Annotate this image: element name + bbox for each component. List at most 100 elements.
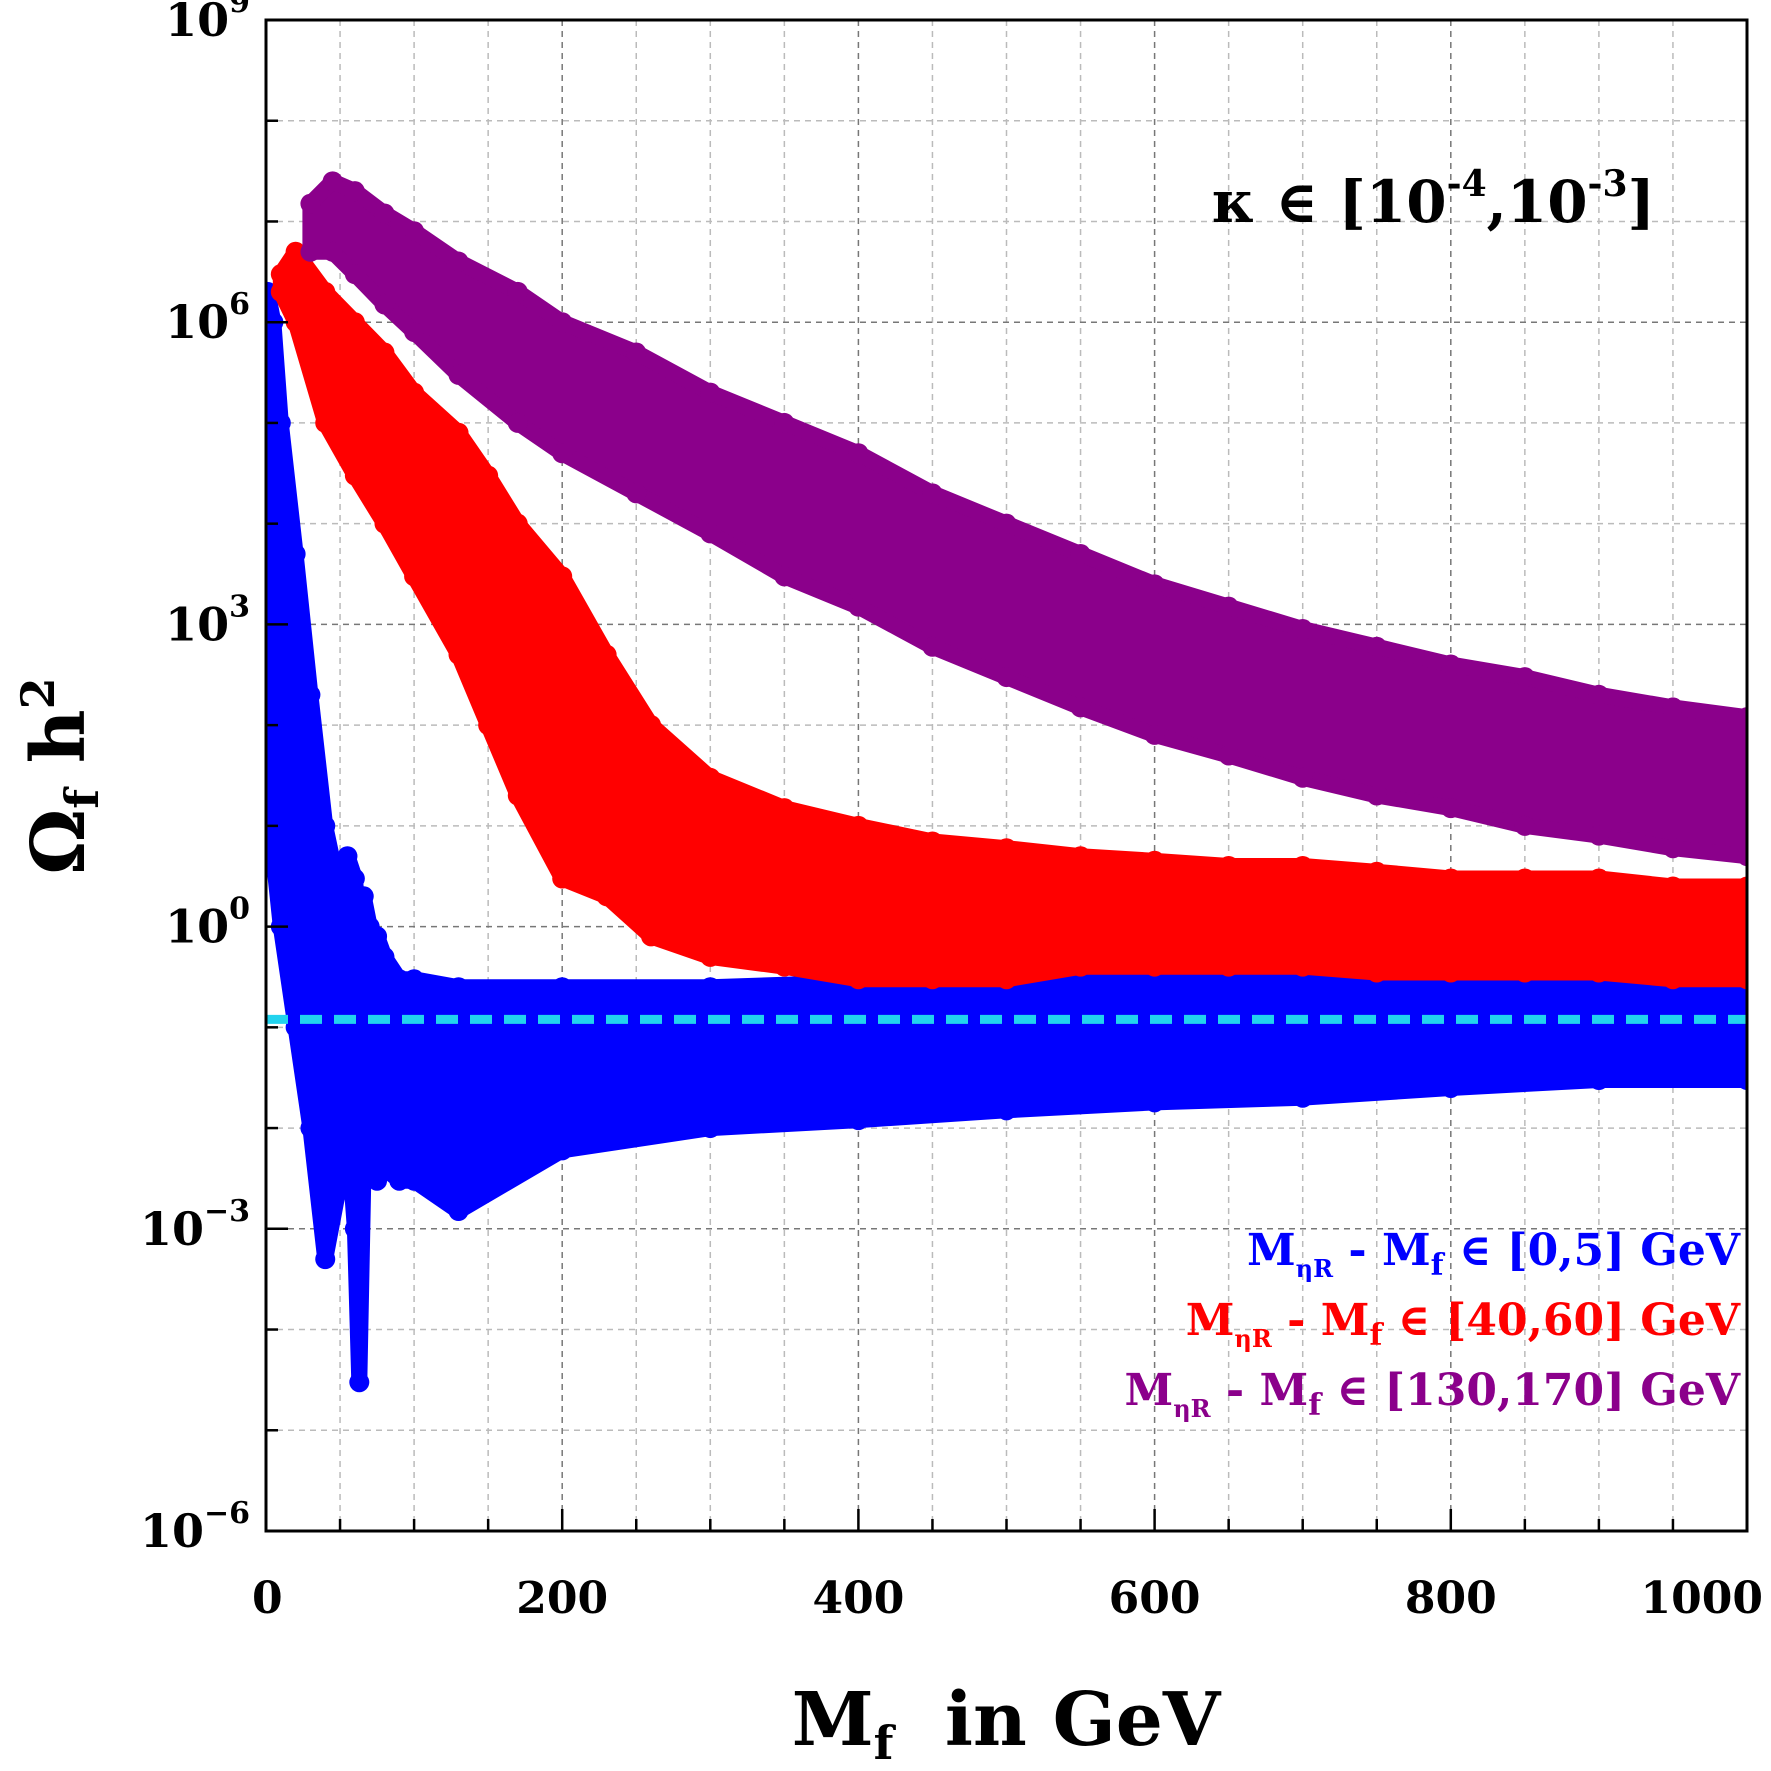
series-point-0 [315,815,336,836]
series-point-0 [996,1100,1017,1121]
series-point-2 [1588,684,1609,705]
series-point-1 [1366,962,1387,983]
series-point-1 [270,264,291,285]
series-point-1 [344,465,365,486]
series-point-1 [344,312,365,333]
series-point-0 [1292,1087,1313,1108]
series-point-1 [848,969,869,990]
series-point-2 [1662,697,1683,718]
series-point-0 [353,886,374,907]
y-tick-label: 103 [165,589,250,651]
series-point-0 [270,412,291,433]
series-point-2 [448,251,469,272]
series-point-2 [322,171,343,192]
series-point-2 [700,382,721,403]
series-point-2 [322,241,343,262]
series-point-0 [1144,1092,1165,1113]
series-point-1 [507,513,528,534]
series-point-1 [1218,855,1239,876]
series-point-1 [1514,868,1535,889]
series-point-0 [1440,1077,1461,1098]
legend: MηR - Mf ∈ [0,5] GeV MηR - Mf ∈ [40,60] G… [1124,1225,1740,1423]
series-point-2 [1514,815,1535,836]
series-point-2 [1662,838,1683,859]
series-point-0 [448,977,469,998]
series-point-2 [1292,767,1313,788]
series-point-0 [700,977,721,998]
series-point-2 [1440,654,1461,675]
series-point-0 [315,1249,336,1270]
series-point-2 [1588,825,1609,846]
series-point-2 [1440,798,1461,819]
series-point-0 [344,868,365,889]
series-point-1 [448,644,469,665]
series-point-2 [1737,846,1747,867]
series-point-1 [1737,969,1747,990]
x-tick-label: 600 [1109,1573,1201,1624]
series-point-0 [285,543,306,564]
series-point-2 [1366,785,1387,806]
series-point-0 [404,1170,425,1191]
series-point-2 [626,342,647,363]
series-point-0 [700,1118,721,1139]
series-point-2 [848,443,869,464]
series-point-0 [300,684,321,705]
series-point-2 [1218,596,1239,617]
series-point-1 [1144,956,1165,977]
series-point-2 [374,294,395,315]
series-point-2 [774,412,795,433]
y-tick-label: 109 [165,0,250,47]
series-point-0 [349,1372,370,1393]
series-point-2 [300,193,321,214]
y-tick-label: 10−6 [140,1496,250,1558]
series-point-1 [1662,876,1683,897]
series-point-0 [374,946,395,967]
y-tick-labels: 109 106 103 100 10−3 10−6 [140,0,250,1558]
x-tick-label: 400 [812,1573,904,1624]
series-point-1 [641,715,662,736]
x-tick-labels: 0 200 400 600 800 1000 [252,1573,1763,1624]
series-point-1 [552,868,573,889]
series-point-1 [552,566,573,587]
series-point-2 [1292,619,1313,640]
series-point-2 [507,281,528,302]
series-point-0 [266,846,284,867]
series-point-2 [404,221,425,242]
series-point-1 [700,946,721,967]
series-point-1 [1588,962,1609,983]
series-point-1 [1514,962,1535,983]
series-point-0 [448,1201,469,1222]
axis-ticks [264,18,1749,1533]
series-point-0 [300,1118,321,1139]
series-point-2 [344,264,365,285]
series-point-0 [1588,1070,1609,1091]
series-point-1 [1070,846,1091,867]
series-point-2 [1737,707,1747,728]
series-point-0 [337,1118,358,1139]
series-point-2 [848,596,869,617]
series-point-2 [374,203,395,224]
series-point-0 [359,1087,380,1108]
series-point-2 [996,667,1017,688]
series-point-2 [1070,697,1091,718]
kappa-annotation: κ ∈ [10-4,10-3] [1212,163,1655,236]
series-point-2 [507,412,528,433]
series-point-1 [996,838,1017,859]
x-tick-label: 200 [516,1573,608,1624]
series-point-0 [389,1170,410,1191]
series-point-1 [848,815,869,836]
y-tick-label: 100 [165,892,250,954]
x-axis-title: Mf in GeV [792,1677,1222,1770]
series-point-1 [1218,956,1239,977]
series-point-1 [478,715,499,736]
series-point-2 [774,566,795,587]
legend-entry-0: MηR - Mf ∈ [0,5] GeV [1247,1225,1741,1283]
series-point-1 [404,382,425,403]
series-point-2 [448,364,469,385]
series-point-1 [1588,868,1609,889]
series-point-1 [1292,956,1313,977]
series-point-2 [700,523,721,544]
series-point-0 [353,1148,374,1169]
series-point-2 [1514,667,1535,688]
series-point-0 [1737,1070,1747,1091]
